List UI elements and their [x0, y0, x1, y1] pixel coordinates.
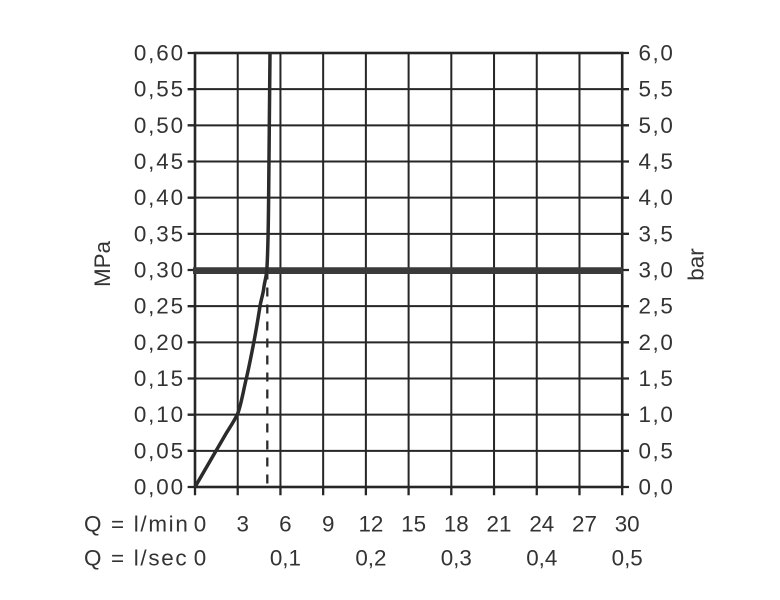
svg-text:0,35: 0,35: [134, 221, 185, 246]
svg-text:Q = l/sec: Q = l/sec: [84, 545, 188, 570]
svg-text:Q = l/min: Q = l/min: [84, 511, 190, 536]
svg-text:9: 9: [322, 511, 334, 536]
svg-text:0,30: 0,30: [134, 258, 185, 283]
svg-text:0,45: 0,45: [134, 149, 185, 174]
svg-text:0,15: 0,15: [134, 366, 185, 391]
svg-text:18: 18: [444, 511, 469, 536]
svg-text:3,0: 3,0: [639, 258, 675, 283]
svg-text:0,55: 0,55: [134, 77, 185, 102]
svg-text:3: 3: [236, 511, 248, 536]
svg-text:0,4: 0,4: [526, 545, 557, 570]
svg-text:0,10: 0,10: [134, 402, 185, 427]
svg-text:5,0: 5,0: [639, 113, 675, 138]
svg-text:0: 0: [194, 545, 206, 570]
svg-text:4,5: 4,5: [639, 149, 675, 174]
svg-text:3,5: 3,5: [639, 221, 675, 246]
svg-text:1,0: 1,0: [639, 402, 675, 427]
svg-text:bar: bar: [684, 248, 709, 281]
svg-text:0,0: 0,0: [639, 475, 675, 500]
svg-text:0,2: 0,2: [355, 545, 386, 570]
svg-text:30: 30: [615, 511, 640, 536]
svg-text:21: 21: [487, 511, 512, 536]
svg-text:0,25: 0,25: [134, 294, 185, 319]
svg-text:0,1: 0,1: [270, 545, 301, 570]
svg-text:0,05: 0,05: [134, 438, 185, 463]
svg-text:2,5: 2,5: [639, 294, 675, 319]
svg-text:27: 27: [572, 511, 597, 536]
svg-text:1,5: 1,5: [639, 366, 675, 391]
svg-text:2,0: 2,0: [639, 330, 675, 355]
svg-text:0,50: 0,50: [134, 113, 185, 138]
svg-text:24: 24: [529, 511, 554, 536]
svg-text:0,3: 0,3: [441, 545, 472, 570]
svg-text:0,20: 0,20: [134, 330, 185, 355]
svg-text:6,0: 6,0: [639, 41, 675, 66]
svg-text:0,60: 0,60: [134, 41, 185, 66]
svg-text:15: 15: [401, 511, 426, 536]
svg-text:0,40: 0,40: [134, 185, 185, 210]
svg-text:5,5: 5,5: [639, 77, 675, 102]
svg-text:0,00: 0,00: [134, 475, 185, 500]
svg-text:6: 6: [279, 511, 291, 536]
svg-text:4,0: 4,0: [639, 185, 675, 210]
svg-text:0,5: 0,5: [612, 545, 643, 570]
svg-text:MPa: MPa: [90, 240, 115, 287]
svg-text:0,5: 0,5: [639, 438, 675, 463]
svg-text:12: 12: [358, 511, 383, 536]
svg-text:0: 0: [194, 511, 206, 536]
